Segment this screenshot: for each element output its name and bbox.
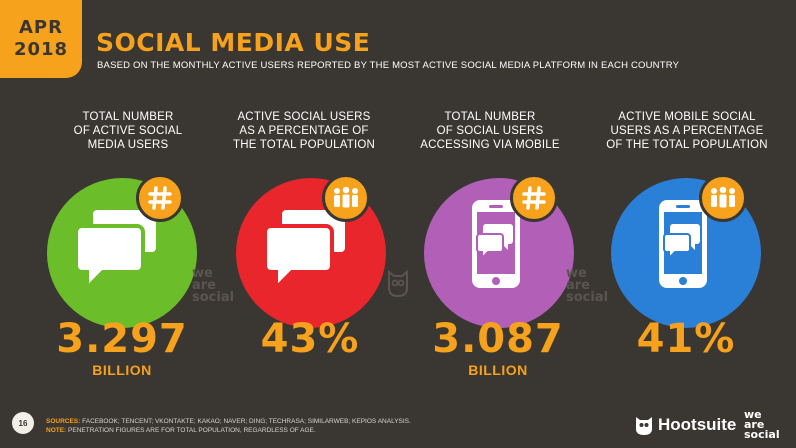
stat-unit-3: BILLION: [468, 362, 528, 378]
stat-value-3: 3.087: [432, 316, 564, 362]
owl-icon: [636, 417, 652, 435]
people-icon: [711, 186, 735, 208]
stat-label: TOTAL NUMBER OF SOCIAL USERS ACCESSING V…: [420, 111, 560, 151]
owl-watermark-icon: [388, 269, 408, 298]
hashtag-icon: [148, 186, 172, 210]
date-month: APR: [19, 17, 63, 38]
people-badge-4: [699, 174, 747, 222]
date-year: 2018: [13, 39, 69, 60]
stat-label: TOTAL NUMBER OF ACTIVE SOCIAL MEDIA USER…: [73, 111, 183, 151]
hashtag-badge-3: [510, 174, 558, 222]
date-badge: APR 2018: [0, 0, 82, 78]
stat-value-1: 3.297: [56, 316, 188, 362]
hashtag-badge-1: [136, 174, 184, 222]
stat-unit-1: BILLION: [92, 362, 152, 378]
sources-note: SOURCES: FACEBOOK; TENCENT; VKONTAKTE; K…: [46, 418, 411, 434]
people-badge-2: [322, 174, 370, 222]
we-are-social-logo: we are social: [744, 408, 780, 441]
page-title: SOCIAL MEDIA USE: [96, 28, 371, 57]
stat-column-1: TOTAL NUMBER OF ACTIVE SOCIAL MEDIA USER…: [38, 110, 218, 154]
hootsuite-logo: Hootsuite: [634, 414, 736, 436]
hootsuite-label: Hootsuite: [658, 415, 737, 434]
hashtag-icon: [522, 186, 546, 210]
stat-column-3: TOTAL NUMBER OF SOCIAL USERS ACCESSING V…: [400, 110, 580, 154]
people-icon: [334, 186, 358, 208]
speech-bubbles-icon: [74, 206, 160, 293]
stat-value-2: 43%: [260, 316, 360, 362]
stat-column-2: ACTIVE SOCIAL USERS AS A PERCENTAGE OF T…: [214, 110, 394, 154]
stat-label: ACTIVE MOBILE SOCIAL USERS AS A PERCENTA…: [606, 111, 768, 151]
page-subtitle: BASED ON THE MONTHLY ACTIVE USERS REPORT…: [97, 60, 680, 71]
we-are-social-watermark: we are social: [192, 266, 235, 305]
mobile-phone-icon: [659, 200, 707, 288]
stat-value-4: 41%: [636, 316, 736, 362]
page-number: 16: [12, 412, 34, 434]
stat-label: ACTIVE SOCIAL USERS AS A PERCENTAGE OF T…: [232, 111, 376, 151]
mobile-phone-icon: [472, 200, 520, 288]
stat-column-4: ACTIVE MOBILE SOCIAL USERS AS A PERCENTA…: [597, 110, 777, 154]
we-are-social-watermark: we are social: [566, 266, 609, 305]
